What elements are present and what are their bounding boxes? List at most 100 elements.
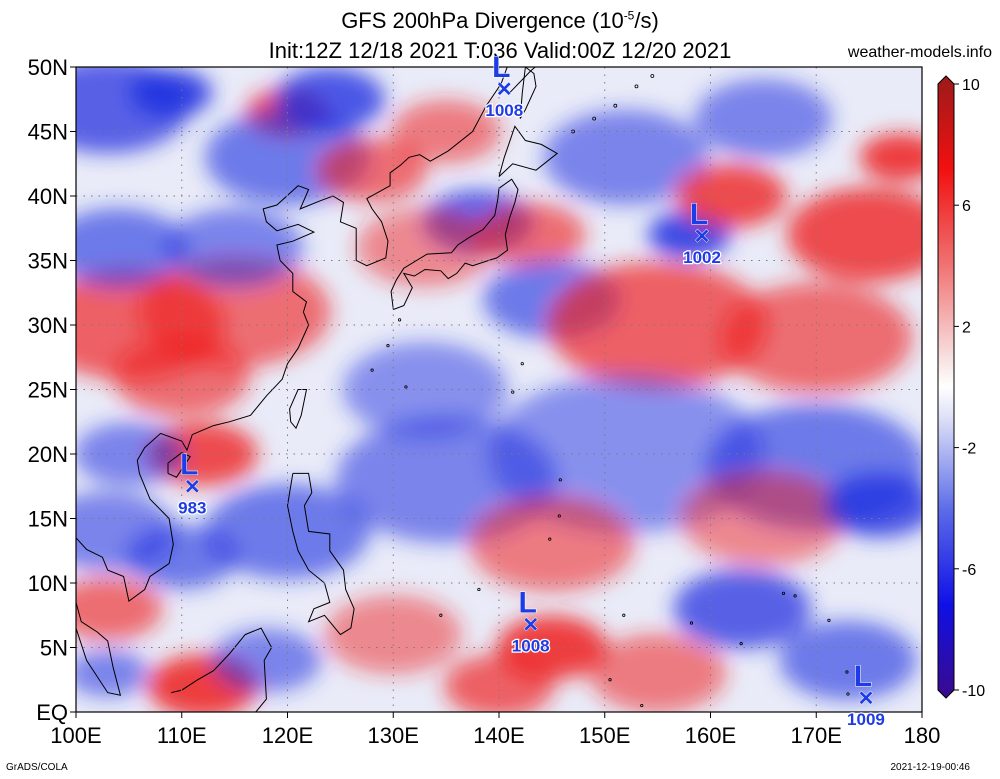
island	[386, 344, 390, 348]
island	[558, 478, 562, 482]
divergence-area	[676, 164, 787, 228]
lon-tick-label: 160E	[685, 723, 736, 748]
low-pressure-center: L✕1008	[484, 50, 524, 121]
island	[397, 318, 402, 322]
island	[370, 368, 374, 372]
island	[511, 390, 515, 394]
divergence-area	[76, 577, 163, 641]
island	[781, 591, 786, 595]
generated-timestamp: 2021-12-19-00:46	[890, 762, 970, 773]
convergence-area	[205, 483, 370, 579]
low-center-x-icon: ✕	[522, 614, 539, 636]
low-pressure-value: 983	[178, 498, 206, 517]
low-letter: L	[690, 198, 708, 231]
graticule	[76, 67, 922, 712]
hokkaido-coastline	[498, 125, 559, 177]
island	[846, 692, 850, 696]
low-pressure-value: 1008	[512, 636, 550, 655]
island	[404, 385, 408, 389]
low-center-x-icon: ✕	[694, 226, 711, 248]
title-main: GFS 200hPa Divergence (10	[341, 8, 624, 33]
low-pressure-value: 1008	[485, 101, 523, 120]
island	[827, 618, 831, 623]
convergence-area	[673, 569, 811, 649]
island	[613, 103, 618, 108]
convergence-area	[824, 473, 922, 538]
divergence-area	[547, 261, 768, 389]
convergence-area	[342, 341, 508, 438]
lat-tick-label: EQ	[36, 700, 68, 725]
island	[477, 587, 481, 592]
island	[572, 717, 574, 719]
chart-title: GFS 200hPa Divergence (10-5/s)	[0, 8, 1000, 34]
low-letter: L	[180, 448, 198, 481]
lat-tick-label: 15N	[28, 507, 68, 532]
low-letter: L	[519, 586, 537, 619]
taiwan-coastline	[289, 389, 308, 430]
low-center-x-icon: ✕	[184, 476, 201, 498]
island	[592, 116, 597, 121]
lon-tick-label: 170E	[791, 723, 842, 748]
lat-tick-label: 35N	[28, 249, 68, 274]
low-pressure-center: L✕1008	[511, 586, 551, 657]
island	[608, 678, 612, 682]
island	[689, 621, 694, 625]
low-letter: L	[854, 660, 872, 693]
sakhalin-coastline	[519, 67, 537, 119]
colorbar: 10 6 2 -2 -6 -10	[937, 75, 985, 700]
lat-tick-label: 5N	[40, 636, 68, 661]
lat-tick-label: 30N	[28, 313, 68, 338]
low-letter: L	[492, 51, 510, 84]
kuril-coastline	[662, 67, 665, 68]
divergence-field	[76, 67, 922, 712]
lat-tick-label: 20N	[28, 442, 68, 467]
convergence-area	[694, 78, 833, 159]
low-center-x-icon: ✕	[858, 688, 875, 710]
divergence-area	[475, 202, 586, 267]
convergence-area	[76, 207, 188, 288]
lat-tick-label: 45N	[28, 120, 68, 145]
init-valid-line: Init:12Z 12/18 2021 T:036 Valid:00Z 12/2…	[268, 38, 732, 63]
asia-coastline	[76, 67, 508, 696]
island	[557, 514, 561, 518]
island	[439, 613, 443, 617]
island	[640, 703, 644, 708]
lon-tick-label: 130E	[368, 723, 419, 748]
island	[793, 594, 797, 598]
lon-tick-label: 180	[904, 723, 941, 748]
philippines-coastline	[286, 472, 355, 636]
low-pressure-center: L✕1002	[682, 197, 722, 268]
colorbar-tick-label: -10	[962, 683, 985, 700]
lon-tick-label: 110E	[157, 723, 207, 748]
chart-subtitle: Init:12Z 12/18 2021 T:036 Valid:00Z 12/2…	[0, 38, 1000, 64]
divergence-area	[113, 336, 251, 417]
divergence-area	[588, 633, 727, 712]
lat-tick-label: 40N	[28, 184, 68, 209]
colorbar-tick-label: -2	[962, 441, 976, 458]
divergence-area	[356, 207, 494, 288]
lon-tick-label: 150E	[579, 723, 630, 748]
borneo-coastline	[171, 627, 273, 712]
convergence-area	[543, 109, 709, 205]
divergence-area	[324, 594, 462, 675]
lat-tick-label: 10N	[28, 571, 68, 596]
island	[520, 362, 524, 366]
island	[739, 642, 743, 646]
site-credit: weather-models.info	[847, 44, 992, 61]
convergence-area	[76, 649, 149, 698]
island	[634, 84, 639, 89]
divergence-area	[444, 654, 554, 712]
okhotsk-coastline	[509, 67, 537, 94]
lat-tick-label: 25N	[28, 378, 68, 403]
lon-tick-label: 120E	[262, 723, 313, 748]
title-exponent: -5	[623, 8, 635, 23]
convergence-area	[129, 69, 213, 117]
low-pressure-value: 1009	[847, 710, 885, 729]
low-pressure-center: L✕983	[177, 448, 208, 519]
convergence-area	[779, 620, 917, 701]
hainan-coastline	[167, 452, 191, 478]
divergence-area	[317, 138, 428, 202]
